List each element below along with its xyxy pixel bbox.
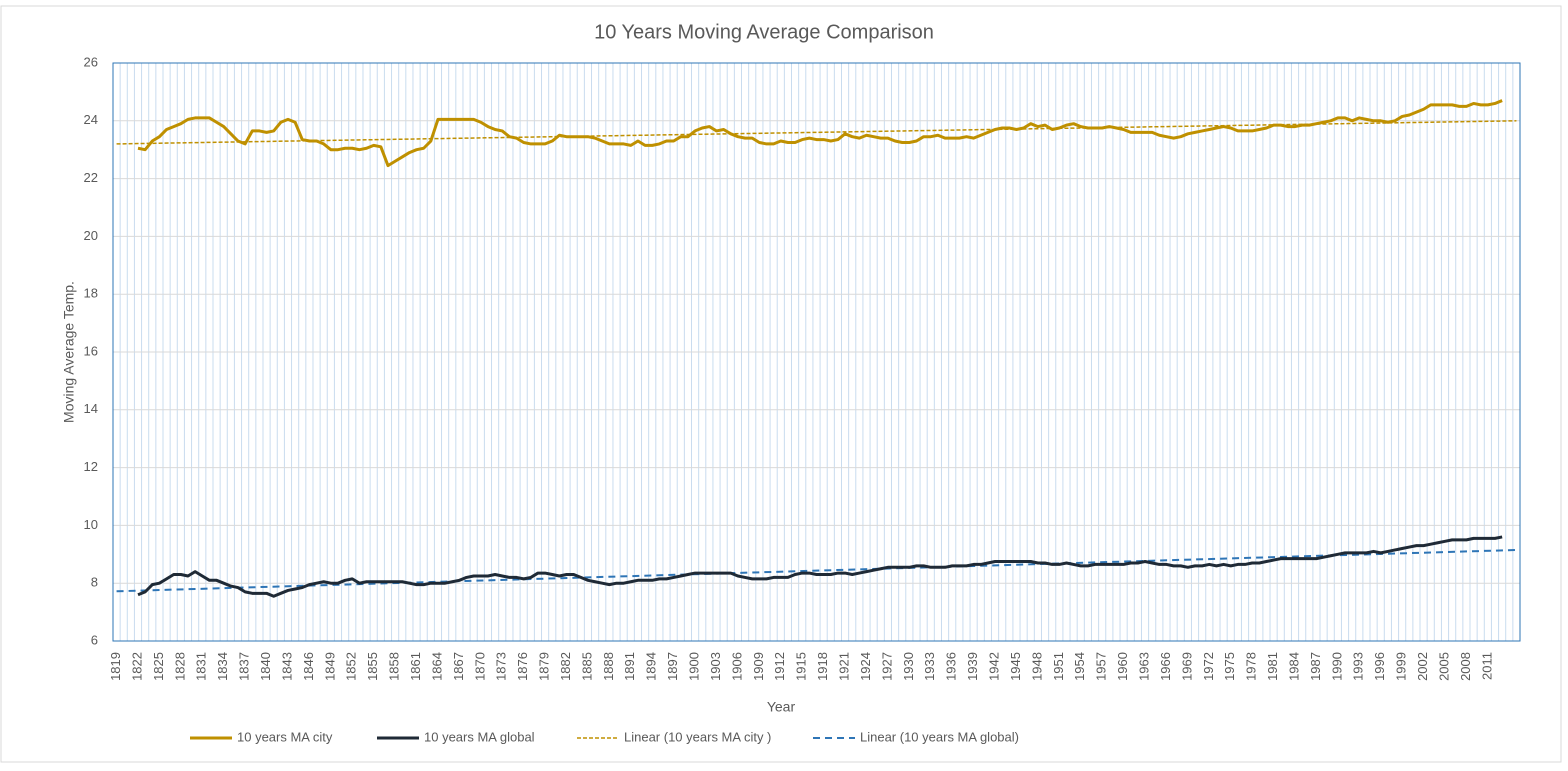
x-tick-label: 1984 (1286, 652, 1301, 681)
x-tick-label: 2002 (1415, 652, 1430, 681)
x-tick-label: 1915 (794, 652, 809, 681)
x-tick-label: 1849 (322, 652, 337, 681)
x-tick-label: 2011 (1479, 652, 1494, 680)
x-tick-label: 1873 (494, 652, 509, 681)
x-tick-label: 1918 (815, 652, 830, 681)
series-line (137, 535, 1503, 598)
x-tick-label: 1963 (1136, 652, 1151, 681)
x-tick-label: 1900 (687, 652, 702, 681)
x-tick-label: 1828 (172, 652, 187, 681)
legend-label: Linear (10 years MA global) (860, 729, 1019, 744)
x-tick-label: 1864 (429, 652, 444, 681)
x-tick-label: 1858 (387, 652, 402, 681)
x-tick-label: 2005 (1436, 652, 1451, 681)
x-tick-label: 1882 (558, 652, 573, 681)
x-tick-label: 1876 (515, 652, 530, 681)
plot-border (112, 62, 1521, 642)
x-tick-label: 1909 (751, 652, 766, 681)
y-tick-label: 20 (84, 228, 98, 243)
x-tick-label: 1948 (1029, 652, 1044, 681)
legend-label: 10 years MA city (237, 729, 333, 744)
x-tick-label: 1885 (579, 652, 594, 681)
x-tick-label: 1867 (451, 652, 466, 681)
y-tick-label: 8 (91, 575, 98, 590)
x-tick-label: 1939 (965, 652, 980, 681)
x-tick-label: 1825 (151, 652, 166, 681)
x-tick-label: 1996 (1372, 652, 1387, 681)
x-tick-label: 1894 (644, 652, 659, 681)
x-tick-label: 1936 (944, 652, 959, 681)
x-tick-label: 1846 (301, 652, 316, 681)
y-tick-label: 16 (84, 343, 98, 358)
x-tick-label: 1852 (344, 652, 359, 681)
x-tick-label: 1945 (1008, 652, 1023, 681)
x-tick-label: 1831 (194, 652, 209, 681)
series-line (137, 99, 1503, 168)
x-tick-label: 1966 (1158, 652, 1173, 681)
x-tick-label: 1891 (622, 652, 637, 681)
x-tick-label: 1906 (729, 652, 744, 681)
x-tick-label: 1897 (665, 652, 680, 681)
x-tick-label: 1834 (215, 652, 230, 681)
x-tick-label: 1993 (1351, 652, 1366, 681)
x-tick-label: 1888 (601, 652, 616, 681)
x-tick-label: 1999 (1394, 652, 1409, 681)
x-tick-label: 1981 (1265, 652, 1280, 681)
y-tick-label: 14 (84, 401, 98, 416)
y-tick-label: 26 (84, 54, 98, 69)
x-tick-label: 1987 (1308, 652, 1323, 681)
x-tick-label: 1837 (237, 652, 252, 681)
legend-label: Linear (10 years MA city ) (624, 729, 771, 744)
x-tick-label: 1879 (537, 652, 552, 681)
legend-label: 10 years MA global (424, 729, 535, 744)
y-axis-title: Moving Average Temp. (61, 281, 77, 423)
y-tick-label: 6 (91, 632, 98, 647)
trend-line (116, 548, 1517, 593)
x-tick-label: 2008 (1458, 652, 1473, 681)
x-tick-label: 1912 (772, 652, 787, 681)
x-tick-label: 1975 (1222, 652, 1237, 681)
y-tick-label: 22 (84, 170, 98, 185)
y-tick-label: 12 (84, 459, 98, 474)
x-tick-label: 1870 (472, 652, 487, 681)
x-tick-label: 1942 (986, 652, 1001, 681)
y-tick-label: 18 (84, 286, 98, 301)
x-tick-label: 1972 (1201, 652, 1216, 681)
chart-title: 10 Years Moving Average Comparison (594, 21, 934, 43)
y-tick-label: 10 (84, 517, 98, 532)
x-tick-label: 1822 (129, 652, 144, 681)
x-tick-label: 1930 (901, 652, 916, 681)
x-tick-label: 1954 (1072, 652, 1087, 681)
x-tick-label: 1921 (837, 652, 852, 681)
x-tick-label: 1969 (1179, 652, 1194, 681)
x-tick-label: 1924 (858, 652, 873, 681)
x-tick-label: 1927 (879, 652, 894, 681)
x-tick-label: 1978 (1244, 652, 1259, 681)
x-tick-label: 1855 (365, 652, 380, 681)
x-tick-label: 1957 (1094, 652, 1109, 681)
x-tick-label: 1819 (108, 652, 123, 681)
x-tick-label: 1843 (279, 652, 294, 681)
x-tick-label: 1861 (408, 652, 423, 681)
x-tick-label: 1933 (922, 652, 937, 681)
x-tick-label: 1951 (1051, 652, 1066, 681)
x-tick-label: 1960 (1115, 652, 1130, 681)
x-tick-label: 1903 (708, 652, 723, 681)
y-tick-label: 24 (84, 112, 98, 127)
x-tick-label: 1840 (258, 652, 273, 681)
x-tick-label: 1990 (1329, 652, 1344, 681)
x-axis-title: Year (767, 699, 796, 715)
